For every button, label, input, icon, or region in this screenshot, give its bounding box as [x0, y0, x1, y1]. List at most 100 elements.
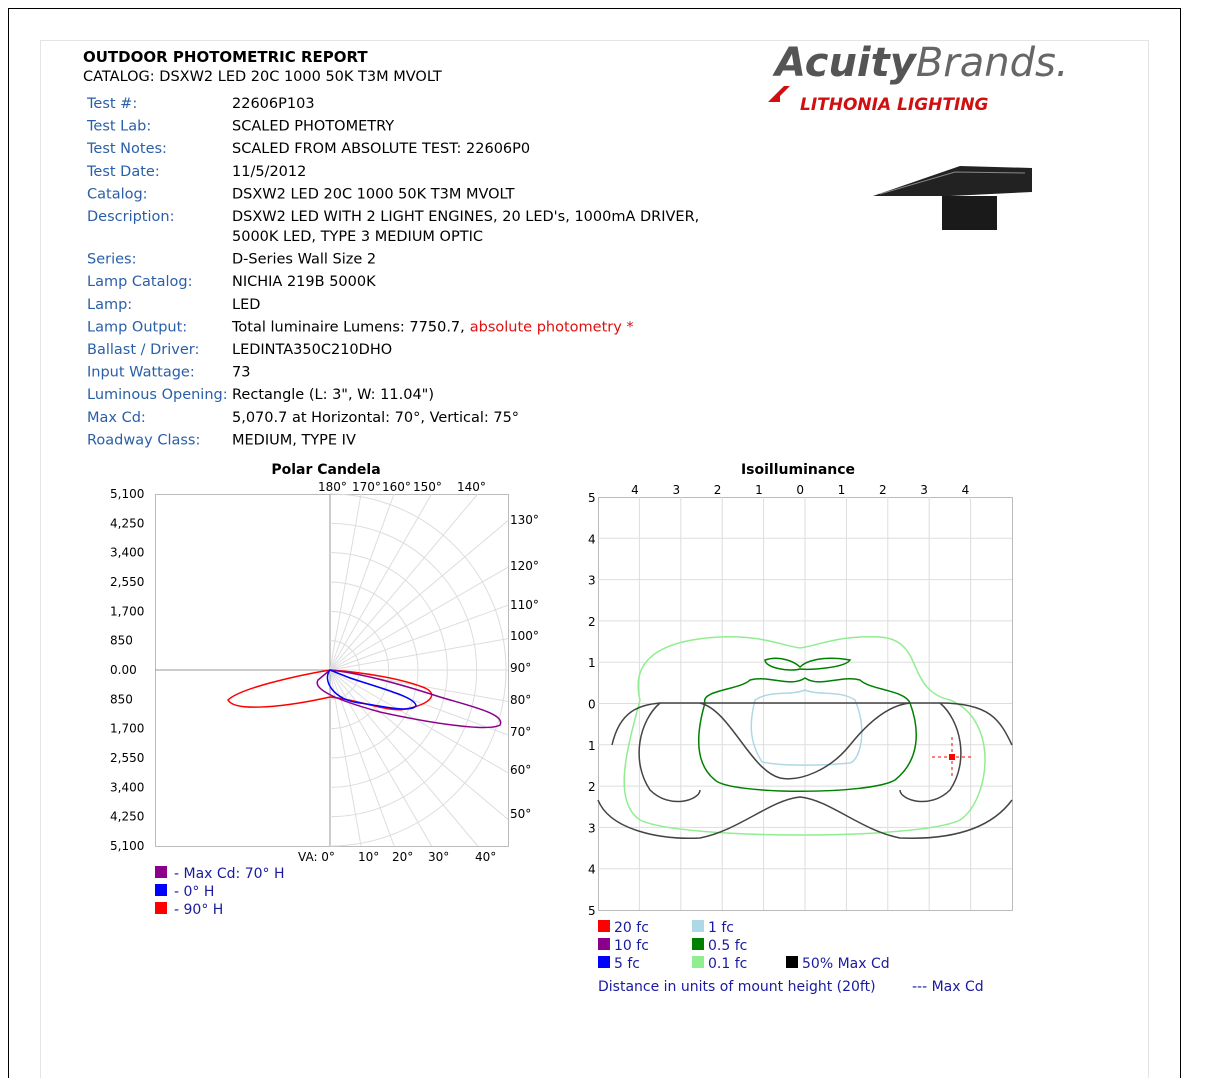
legend-label: 0.1 fc	[708, 956, 747, 972]
polar-grid	[330, 494, 508, 846]
legend-swatch	[598, 938, 610, 950]
polar-right-angle: 70°	[510, 725, 531, 739]
detail-value: LEDINTA350C210DHO	[232, 342, 392, 358]
polar-right-angle: 90°	[510, 661, 531, 675]
logo: AcuityBrands.	[772, 40, 1069, 86]
details: Test #: 22606P103 Test Lab: SCALED PHOTOMET…	[86, 96, 699, 448]
polar-tick: 4,250	[110, 810, 144, 824]
detail-value: Rectangle (L: 3", W: 11.04")	[232, 387, 434, 403]
iso-title: Isoilluminance	[741, 462, 855, 478]
polar-tick: 1,700	[110, 722, 144, 736]
polar-bottom-angle: 30°	[428, 850, 449, 864]
legend-label: 50% Max Cd	[802, 956, 890, 972]
iso-top-tick: 2	[714, 483, 722, 497]
iso-top-tick: 2	[879, 483, 887, 497]
polar-right-angle: 60°	[510, 763, 531, 777]
polar-right-angle: 80°	[510, 693, 531, 707]
legend-swatch	[598, 956, 610, 968]
polar-chart: Polar Candela 5,100 4,250 3,400 2,550 1,700 8…	[110, 462, 539, 918]
detail-value: SCALED PHOTOMETRY	[232, 119, 394, 135]
polar-tick: 2,550	[110, 575, 144, 589]
detail-value: D-Series Wall Size 2	[232, 252, 376, 268]
detail-value: 5,070.7 at Horizontal: 70°, Vertical: 75…	[232, 410, 519, 426]
detail-label: Max Cd:	[87, 410, 146, 426]
iso-top-tick: 3	[920, 483, 928, 497]
legend-swatch	[692, 938, 704, 950]
polar-tick: 850	[110, 634, 133, 648]
iso-left-tick: 1	[588, 656, 596, 670]
polar-title: Polar Candela	[271, 462, 380, 478]
polar-tick: 850	[110, 692, 133, 706]
polar-tick: 3,400	[110, 780, 144, 794]
detail-label: Test Lab:	[86, 119, 151, 135]
polar-top-angle: 170°	[352, 480, 381, 494]
report: OUTDOOR PHOTOMETRIC REPORT CATALOG: DSXW…	[0, 0, 1208, 1078]
legend-swatch	[598, 920, 610, 932]
legend-label: - Max Cd: 70° H	[174, 866, 285, 882]
legend-label: - 90° H	[174, 902, 223, 918]
detail-label: Lamp:	[87, 297, 132, 313]
legend-label: 10 fc	[614, 938, 649, 954]
iso-left-tick: 5	[588, 491, 596, 505]
legend-swatch	[786, 956, 798, 968]
polar-right-angle: 100°	[510, 629, 539, 643]
polar-right-angle: 110°	[510, 598, 539, 612]
detail-label: Test #:	[86, 96, 137, 112]
iso-top-tick: 4	[962, 483, 970, 497]
detail-label: Lamp Output:	[87, 319, 187, 335]
detail-label: Lamp Catalog:	[87, 274, 192, 290]
legend-label: 20 fc	[614, 920, 649, 936]
detail-label: Test Date:	[86, 164, 160, 180]
detail-value: DSXW2 LED WITH 2 LIGHT ENGINES, 20 LED's…	[232, 209, 699, 225]
detail-label: Description:	[87, 209, 174, 225]
legend-swatch	[155, 884, 167, 896]
report-catalog: CATALOG: DSXW2 LED 20C 1000 50K T3M MVOL…	[83, 69, 442, 85]
iso-left-tick: 3	[588, 574, 596, 588]
iso-top-tick: 4	[631, 483, 639, 497]
iso-left-tick: 4	[588, 863, 596, 877]
polar-bottom-angle: 20°	[392, 850, 413, 864]
polar-tick: 5,100	[110, 487, 144, 501]
detail-value: DSXW2 LED 20C 1000 50K T3M MVOLT	[232, 186, 515, 202]
polar-tick: 1,700	[110, 604, 144, 618]
legend-label: - 0° H	[174, 884, 214, 900]
detail-label: Luminous Opening:	[87, 387, 228, 403]
polar-tick: 2,550	[110, 751, 144, 765]
polar-tick: 4,250	[110, 516, 144, 530]
polar-top-angle: 140°	[457, 480, 486, 494]
iso-note: Distance in units of mount height (20ft)	[598, 979, 876, 995]
polar-right-angle: 50°	[510, 807, 531, 821]
polar-right-angle: 130°	[510, 513, 539, 527]
iso-top-tick: 0	[796, 483, 804, 497]
logo-sub: LITHONIA LIGHTING	[800, 95, 989, 115]
iso-left-tick: 2	[588, 780, 596, 794]
detail-label: Catalog:	[87, 186, 148, 202]
iso-top-tick: 3	[672, 483, 680, 497]
iso-left-tick: 4	[588, 532, 596, 546]
detail-value: NICHIA 219B 5000K	[232, 274, 376, 290]
detail-label: Roadway Class:	[87, 432, 200, 448]
iso-left-tick: 2	[588, 615, 596, 629]
detail-value: 22606P103	[232, 96, 315, 112]
detail-label: Input Wattage:	[87, 365, 195, 381]
legend-label: 0.5 fc	[708, 938, 747, 954]
polar-right-angle: 120°	[510, 559, 539, 573]
detail-note: absolute photometry *	[470, 319, 634, 335]
iso-left-tick: 3	[588, 821, 596, 835]
logo-mark	[768, 86, 790, 102]
detail-label: Series:	[87, 252, 136, 268]
detail-label: Ballast / Driver:	[87, 342, 199, 358]
detail-value: MEDIUM, TYPE IV	[232, 432, 356, 448]
polar-tick: 0.00	[110, 663, 137, 677]
legend-swatch	[155, 866, 167, 878]
max-cd-point	[949, 754, 955, 760]
detail-value: 73	[232, 365, 250, 381]
detail-value: 5000K LED, TYPE 3 MEDIUM OPTIC	[232, 229, 483, 245]
polar-bottom-angle: 10°	[358, 850, 379, 864]
polar-bottom-angle: 40°	[475, 850, 496, 864]
iso-max-cd: --- Max Cd	[912, 979, 984, 995]
report-title: OUTDOOR PHOTOMETRIC REPORT	[83, 48, 368, 66]
detail-label: Test Notes:	[86, 141, 167, 157]
iso-chart: Isoilluminance 4321012345432101234520 fc…	[588, 462, 1013, 995]
page: OUTDOOR PHOTOMETRIC REPORT CATALOG: DSXW…	[0, 0, 1208, 1078]
